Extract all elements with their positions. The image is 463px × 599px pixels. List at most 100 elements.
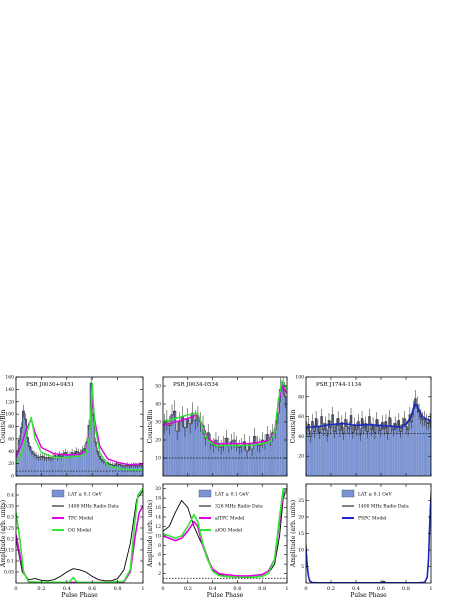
J1744-top-bar — [326, 435, 329, 476]
J1744-top-bar — [396, 427, 398, 476]
J0034-bottom-ytick-label: 8 — [158, 543, 161, 549]
J1744-top-bar — [375, 419, 378, 476]
J1744-top-bar — [366, 431, 369, 476]
J0034-top-ytick-label: 40 — [155, 402, 161, 408]
J0034-top-bar — [170, 414, 174, 476]
J0030-top-bar — [102, 461, 105, 476]
J0034-top-bar — [196, 416, 200, 476]
J0030-bottom-xtick-label: 1 — [141, 586, 144, 592]
J0034-top-bar — [250, 449, 254, 476]
J0034-top-bar — [253, 436, 256, 476]
J0034-top-frame — [162, 376, 288, 477]
J0034-top-bar — [281, 382, 285, 476]
J1744-top-ytick-label: 40 — [298, 434, 304, 440]
J1744-top-bar — [401, 424, 404, 476]
J0034-bottom-legend-label: LAT ≥ 0.1 GeV — [215, 492, 249, 498]
J1744-top-annotation: PSR J1744-1134 — [316, 382, 362, 388]
J1744-top-bar — [370, 429, 373, 476]
J0034-top-bar — [201, 425, 205, 476]
J1744-bottom-ytick-label: 25 — [298, 498, 304, 504]
J0034-bottom-legend-swatch-lat — [198, 489, 212, 498]
J0034-top-bar — [219, 447, 223, 476]
J0030-top-bar — [111, 464, 114, 476]
J1744-top-bar — [322, 429, 325, 476]
J0030-top-bar — [90, 383, 93, 476]
J0030-top-bar — [136, 466, 139, 476]
J1744-bottom-legend-label: PSPC Model — [358, 516, 387, 522]
J1744-top-bar — [399, 431, 402, 476]
J0034-bottom-xtick-label: 0.4 — [209, 586, 217, 592]
J0034-top-bar — [274, 429, 277, 476]
J1744-top-bar — [412, 408, 415, 476]
J1744-bottom-ytick-label: 10 — [298, 548, 304, 554]
J0030-top-ytick-label: 160 — [5, 375, 14, 381]
J0030-bottom-curve-1400-mhz-radio-data — [16, 490, 143, 582]
J0030-top-bar — [54, 455, 57, 476]
J1744-bottom-xtick-label: 0.2 — [327, 586, 335, 592]
J1744-top-bar — [337, 418, 340, 476]
J1744-top-bar — [397, 420, 400, 476]
J0034-bottom-ytick-label: 14 — [155, 515, 161, 521]
J0030-top-bar — [32, 453, 36, 476]
J1744-top-bar — [427, 423, 430, 476]
J1744-top-model-pspc-model — [305, 402, 432, 429]
J0034-bottom-xlabel: Pulse Phase — [207, 592, 244, 599]
J0034-top-ytick-label: 20 — [155, 438, 161, 444]
J0030-top-bar — [35, 455, 38, 476]
J0030-top-ytick-label: 120 — [5, 399, 14, 405]
J0030-bottom-xtick-label: 0 — [14, 586, 17, 592]
J0034-bottom-ytick-label: 10 — [155, 533, 161, 539]
J1744-top-bar — [320, 416, 323, 476]
J1744-top-bar — [306, 428, 308, 476]
J1744-bottom-legend-label: 1400 MHz Radio Data — [358, 504, 409, 510]
J0034-top-bar — [240, 445, 244, 476]
J1744-top-bar — [423, 418, 426, 476]
J1744-bottom-xlabel: Pulse Phase — [350, 592, 387, 599]
J0030-bottom-ytick-label: 0.15 — [4, 548, 14, 554]
J0034-top-bar — [227, 445, 231, 476]
J0030-top-ytick-label: 20 — [8, 461, 14, 467]
J1744-top-bar — [344, 419, 347, 476]
J1744-top-bar — [385, 421, 387, 476]
J0034-bottom-legend-label: alOG Model — [215, 528, 243, 534]
J1744-top-ytick-label: 20 — [298, 454, 304, 460]
J0030-bottom-curve-og-model — [16, 487, 143, 583]
J0030-top-bar — [77, 452, 80, 476]
J1744-top-ylabel: Counts/Bin — [290, 410, 297, 444]
J0030-top-ytick-label: 100 — [5, 412, 14, 418]
J1744-top-ytick-label: 60 — [298, 414, 304, 420]
J0034-top-bar — [271, 432, 275, 476]
J1744-top-bar — [324, 423, 327, 476]
J0034-bottom-ytick-label: 12 — [155, 524, 161, 530]
J0030-top-bar — [71, 452, 74, 476]
J0034-top-bar — [258, 445, 262, 476]
J0034-top-bar — [225, 438, 228, 476]
J0030-bottom-ytick-label: 0.4 — [7, 493, 14, 499]
J0030-top-ytick-label: 80 — [8, 424, 14, 430]
J1744-top-bar — [361, 418, 363, 476]
J1744-bottom-curve-pspc-model — [306, 500, 431, 583]
J1744-bottom-legend-label: LAT ≥ 0.1 GeV — [358, 492, 392, 498]
J0034-top-bar — [237, 447, 241, 476]
J0030-top-bar — [126, 464, 129, 476]
J0034-top-bar — [199, 422, 202, 476]
J0034-bottom-ytick-label: 18 — [155, 496, 161, 502]
J1744-top-frame — [305, 376, 432, 477]
J0030-top-bar — [64, 452, 67, 476]
J0030-top-bar — [16, 453, 19, 476]
J0030-bottom-ytick-label: 0.25 — [4, 526, 14, 532]
J0034-bottom-ytick-label: 6 — [158, 552, 161, 558]
J1744-top-bar — [407, 429, 409, 476]
J1744-top-bar — [342, 433, 345, 476]
J0030-bottom-legend-label: LAT ≥ 0.1 GeV — [68, 492, 102, 498]
J0034-top-bar — [230, 441, 233, 476]
J0030-bottom-ytick-label: 0.2 — [7, 537, 14, 543]
J1744-bottom-ytick-label: 5 — [301, 564, 304, 570]
J0034-top-annotation: PSR J0034-0534 — [173, 382, 219, 388]
J1744-top-bar — [403, 418, 406, 476]
J1744-top-bar — [311, 421, 314, 476]
J1744-top-bar — [416, 404, 419, 476]
J0030-bottom-ytick-label: 0.35 — [4, 504, 14, 510]
J0034-top-bar — [186, 418, 189, 476]
J1744-bottom-ytick-label: 20 — [298, 515, 304, 521]
